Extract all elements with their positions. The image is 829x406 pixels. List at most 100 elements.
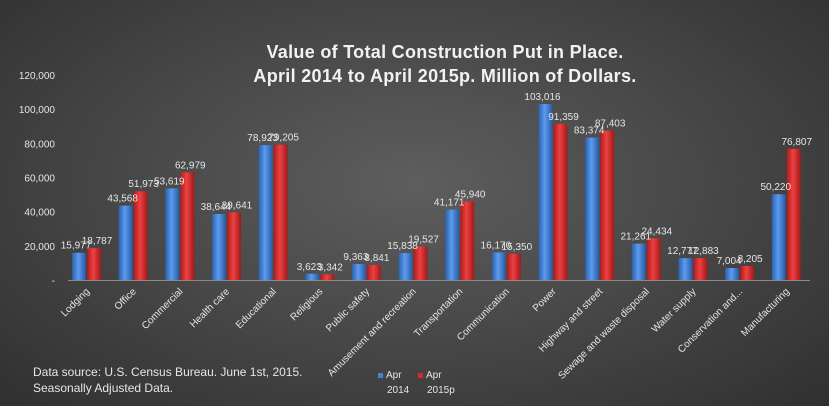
data-source-note: Data source: U.S. Census Bureau. June 1s… [33, 365, 303, 379]
bar-2015p [553, 123, 568, 280]
data-label: 7,004 [717, 256, 742, 267]
bar-2015p [226, 212, 241, 280]
data-label: 24,434 [642, 226, 673, 237]
legend-item-apr-2015p: Apr 2015p [418, 368, 455, 398]
data-label: 8,841 [364, 253, 389, 264]
bar-2015p [87, 247, 101, 280]
bar-2015p [646, 238, 661, 280]
x-tick-label: Office [113, 286, 139, 312]
y-tick-label: 120,000 [19, 71, 56, 82]
data-label: 50,220 [760, 182, 791, 193]
bar-2014 [491, 252, 506, 280]
legend-label-line-1: Apr [386, 370, 402, 381]
legend-label-line-2: 2014 [387, 385, 410, 396]
bar-2014 [305, 273, 320, 280]
bar-2015p [180, 172, 195, 280]
data-label: 83,374 [574, 126, 605, 137]
bar-2015p [413, 246, 428, 280]
bar-2015p [133, 191, 148, 280]
data-label: 21,261 [621, 232, 652, 243]
data-label: 3,623 [297, 262, 322, 273]
data-label: 15,977 [61, 241, 92, 252]
x-tick-label: Religious [289, 286, 326, 323]
data-label: 8,205 [738, 254, 763, 265]
data-label: 18,787 [82, 236, 113, 247]
legend-swatch-red [418, 372, 423, 378]
data-label: 9,363 [343, 252, 368, 263]
y-tick-label: 20,000 [24, 242, 55, 253]
chart-title-line-2: April 2014 to April 2015p. Million of Do… [253, 66, 637, 86]
x-tick-label: Public safety [324, 286, 372, 334]
x-tick-label: Amusement and recreation [326, 286, 419, 379]
data-label: 51,973 [128, 179, 159, 190]
bar-2014 [351, 264, 366, 280]
bar-2015p [273, 144, 288, 280]
data-label: 76,807 [781, 137, 812, 148]
data-label: 12,883 [688, 246, 719, 257]
bar-2015p [600, 130, 615, 280]
data-label: 103,016 [524, 92, 561, 103]
bar-2014 [165, 188, 180, 280]
data-labels: 15,977 43,568 53,619 38,644 78,923 3,623 9,363… [61, 92, 813, 273]
data-label: 3,342 [318, 262, 343, 273]
x-tick-label: Educational [234, 286, 279, 331]
data-label: 78,923 [247, 133, 278, 144]
x-tick-label: Water supply [650, 286, 699, 335]
y-tick-label: 100,000 [19, 105, 56, 116]
bar-2014 [211, 213, 226, 280]
bar-2015p [460, 201, 475, 280]
data-label: 87,403 [595, 119, 626, 130]
legend-swatch-blue [378, 372, 383, 378]
data-label: 41,171 [434, 198, 465, 209]
bar-2014 [445, 209, 460, 280]
seasonal-adjustment-note: Seasonally Adjusted Data. [33, 381, 174, 395]
bar-2015p [506, 253, 521, 280]
bar-2014 [631, 243, 646, 280]
data-label: 79,205 [268, 133, 299, 144]
bar-2014 [398, 252, 413, 280]
bar-2014 [538, 104, 553, 280]
bar-2014 [771, 194, 786, 280]
data-label: 12,777 [667, 246, 698, 257]
y-tick-label: 80,000 [24, 139, 55, 150]
data-label: 15,838 [387, 241, 418, 252]
bar-2014 [72, 252, 86, 280]
bar-2015p [693, 257, 708, 280]
x-tick-label: Commercial [140, 286, 185, 331]
data-label: 15,350 [502, 242, 533, 253]
bars [72, 104, 801, 280]
x-tick-label: Transportation [412, 286, 465, 339]
legend-label-line-2: 2015p [427, 385, 455, 396]
x-tick-label: Health care [188, 286, 232, 330]
data-label: 19,527 [408, 235, 439, 246]
bar-2014 [678, 258, 693, 280]
x-tick-label: Lodging [59, 286, 92, 319]
bar-2014 [585, 137, 600, 280]
x-tick-label: Sewage and waste disposal [556, 286, 651, 381]
data-label: 43,568 [107, 194, 138, 205]
bar-2014 [725, 268, 740, 280]
bar-2014 [118, 205, 133, 280]
bar-2015p [786, 148, 801, 280]
data-label: 62,979 [175, 160, 206, 171]
bar-2014 [258, 145, 273, 280]
y-tick-label: - [52, 276, 55, 287]
data-label: 45,940 [455, 190, 486, 201]
data-label: 38,644 [201, 202, 232, 213]
bar-2015p [320, 274, 335, 280]
chart-title-line-1: Value of Total Construction Put in Place… [266, 42, 624, 62]
data-label: 16,170 [481, 240, 512, 251]
legend-label-line-1: Apr [426, 370, 442, 381]
y-tick-label: 40,000 [24, 208, 55, 219]
y-tick-label: 60,000 [24, 174, 55, 185]
data-label: 39,641 [222, 200, 253, 211]
x-tick-label: Manufacturing [739, 286, 792, 339]
y-axis: - 20,000 40,000 60,000 80,000 100,000 120,000 [19, 71, 56, 287]
x-tick-label: Power [531, 286, 559, 314]
data-label: 53,619 [154, 176, 185, 187]
data-label: 91,359 [548, 112, 579, 123]
bar-2015p [740, 265, 755, 280]
legend-item-apr-2014: Apr 2014 [378, 368, 409, 398]
bar-2015p [366, 264, 381, 280]
